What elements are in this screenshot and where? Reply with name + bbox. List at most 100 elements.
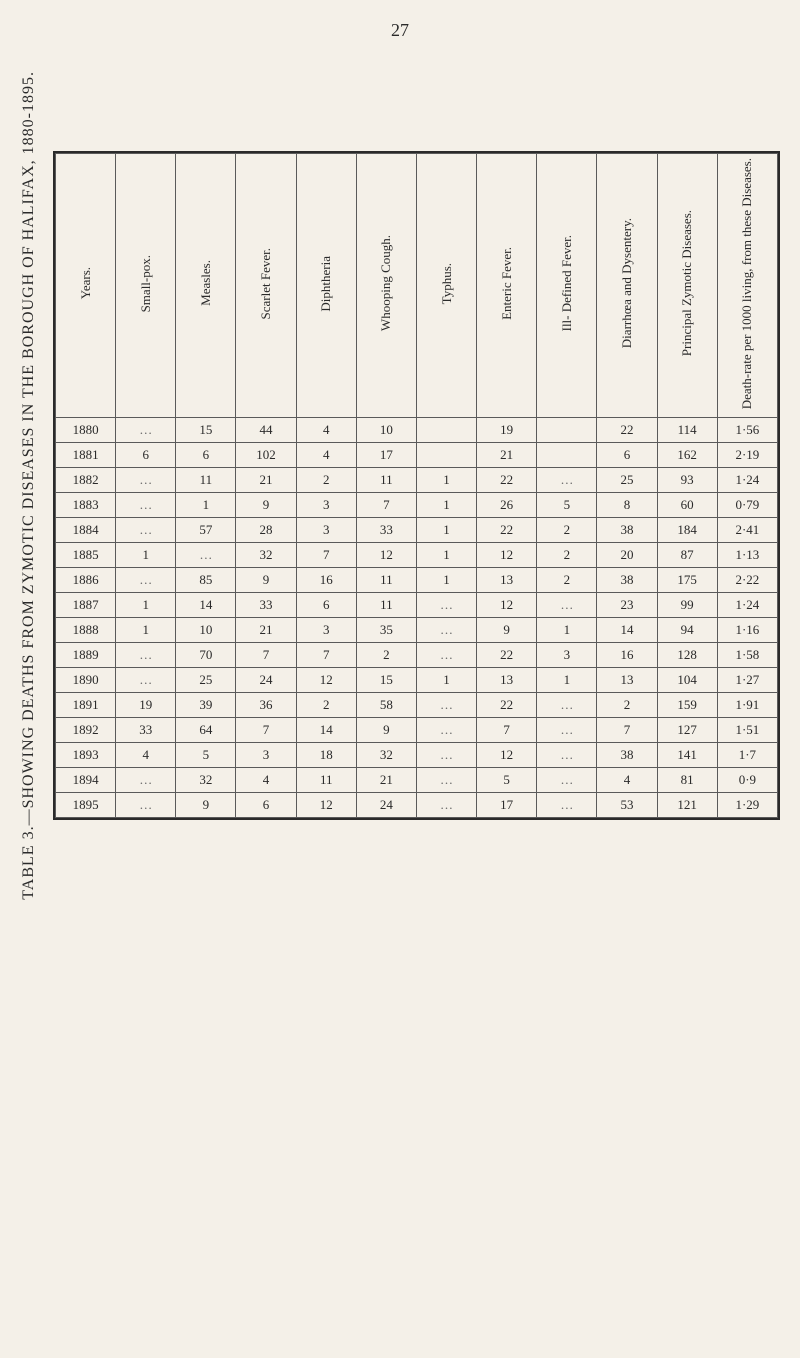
data-cell: 6 — [296, 592, 356, 617]
data-cell: 11 — [356, 467, 416, 492]
data-cell: 44 — [236, 417, 296, 442]
data-cell: 1·51 — [717, 717, 777, 742]
year-cell: 1893 — [56, 742, 116, 767]
table-row: 1894…3241121…5…4810·9 — [56, 767, 778, 792]
data-cell: 1·27 — [717, 667, 777, 692]
table-row: 1883…193712658600·79 — [56, 492, 778, 517]
data-cell: 2 — [537, 542, 597, 567]
data-cell: … — [537, 467, 597, 492]
data-cell: … — [537, 767, 597, 792]
year-cell: 1888 — [56, 617, 116, 642]
table-row: 1882…1121211122…25931·24 — [56, 467, 778, 492]
data-cell: 1 — [416, 467, 476, 492]
data-cell: 38 — [597, 517, 657, 542]
data-cell: 9 — [236, 567, 296, 592]
data-cell: 6 — [597, 442, 657, 467]
data-cell: 12 — [477, 742, 537, 767]
table-row: 1880…154441019221141·56 — [56, 417, 778, 442]
col-scarlet-fever: Scarlet Fever. — [236, 153, 296, 417]
data-cell: … — [416, 692, 476, 717]
data-cell: 17 — [477, 792, 537, 817]
data-cell: 16 — [597, 642, 657, 667]
data-cell: 13 — [477, 567, 537, 592]
data-cell: 16 — [296, 567, 356, 592]
data-cell: 60 — [657, 492, 717, 517]
table-row: 189233647149…7…71271·51 — [56, 717, 778, 742]
data-cell: 12 — [356, 542, 416, 567]
data-cell: 25 — [176, 667, 236, 692]
col-measles: Measles. — [176, 153, 236, 417]
data-cell: 1 — [116, 617, 176, 642]
col-principal: Principal Zymotic Diseases. — [657, 153, 717, 417]
data-cell: 6 — [176, 442, 236, 467]
data-cell: 11 — [176, 467, 236, 492]
data-cell: 1·16 — [717, 617, 777, 642]
data-cell: 162 — [657, 442, 717, 467]
data-cell: 7 — [236, 642, 296, 667]
data-cell: … — [416, 592, 476, 617]
data-cell: 12 — [477, 542, 537, 567]
data-cell: 4 — [597, 767, 657, 792]
data-cell: 32 — [356, 742, 416, 767]
data-cell: 127 — [657, 717, 717, 742]
year-cell: 1883 — [56, 492, 116, 517]
data-cell: 93 — [657, 467, 717, 492]
data-cell: 15 — [356, 667, 416, 692]
data-cell: 1·56 — [717, 417, 777, 442]
data-cell: 10 — [356, 417, 416, 442]
year-cell: 1880 — [56, 417, 116, 442]
data-cell: 35 — [356, 617, 416, 642]
data-cell: 28 — [236, 517, 296, 542]
year-cell: 1895 — [56, 792, 116, 817]
data-cell: 1·29 — [717, 792, 777, 817]
col-smallpox: Small-pox. — [116, 153, 176, 417]
data-cell: 0·79 — [717, 492, 777, 517]
data-cell: 38 — [597, 567, 657, 592]
data-cell: 33 — [116, 717, 176, 742]
data-cell: 0·9 — [717, 767, 777, 792]
data-cell: … — [416, 792, 476, 817]
data-cell: 1·24 — [717, 592, 777, 617]
data-cell: 7 — [597, 717, 657, 742]
data-cell: 2 — [296, 467, 356, 492]
data-cell: 102 — [236, 442, 296, 467]
data-cell: … — [416, 617, 476, 642]
data-cell: 7 — [296, 642, 356, 667]
data-cell: 11 — [296, 767, 356, 792]
data-cell: 22 — [597, 417, 657, 442]
data-cell: … — [116, 567, 176, 592]
data-cell: 12 — [296, 667, 356, 692]
table-row: 18934531832…12…381411·7 — [56, 742, 778, 767]
data-cell: 1 — [537, 617, 597, 642]
year-cell: 1894 — [56, 767, 116, 792]
data-cell — [537, 417, 597, 442]
col-ill-defined-fever: Ill- Defined Fever. — [537, 153, 597, 417]
data-cell: 64 — [176, 717, 236, 742]
col-years: Years. — [56, 153, 116, 417]
data-cell: 11 — [356, 567, 416, 592]
data-cell: 21 — [477, 442, 537, 467]
data-cell: 21 — [356, 767, 416, 792]
data-cell: 3 — [296, 617, 356, 642]
data-cell: 3 — [236, 742, 296, 767]
data-cell: 128 — [657, 642, 717, 667]
data-cell: 1 — [116, 592, 176, 617]
col-death-rate: Death-rate per 1000 living, from these D… — [717, 153, 777, 417]
data-cell: 1 — [416, 492, 476, 517]
data-cell: 25 — [597, 467, 657, 492]
table-row: 1881661024172161622·19 — [56, 442, 778, 467]
data-cell: 15 — [176, 417, 236, 442]
data-cell: 4 — [116, 742, 176, 767]
data-cell: 23 — [597, 592, 657, 617]
col-typhus: Typhus. — [416, 153, 476, 417]
data-cell: 32 — [176, 767, 236, 792]
table-body: 1880…154441019221141·5618816610241721616… — [56, 417, 778, 817]
data-cell: 2·22 — [717, 567, 777, 592]
data-cell: 7 — [236, 717, 296, 742]
data-cell: 3 — [537, 642, 597, 667]
data-cell: 2·41 — [717, 517, 777, 542]
data-cell: 6 — [236, 792, 296, 817]
data-cell: 32 — [236, 542, 296, 567]
data-cell: … — [537, 692, 597, 717]
zymotic-deaths-table: Years. Small-pox. Measles. Scarlet Fever… — [55, 153, 778, 818]
